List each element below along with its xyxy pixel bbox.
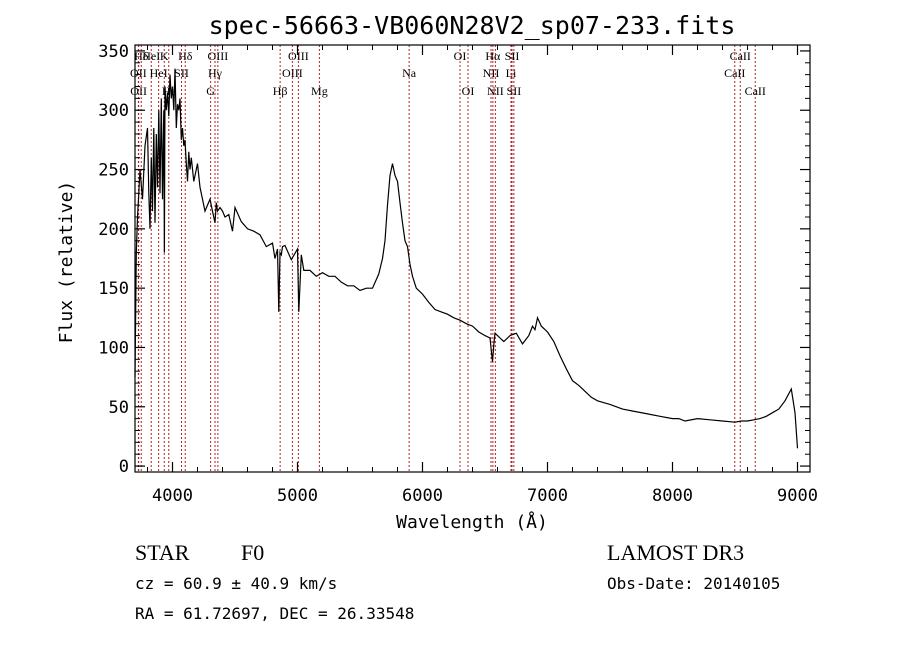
observation-date: Obs-Date: 20140105	[607, 574, 780, 593]
x-tick-label-0: 4000	[152, 486, 193, 506]
emission-line-label-3: Hδ	[178, 49, 193, 63]
emission-line-label-1: HeI	[142, 49, 160, 63]
emission-line-markers	[137, 45, 756, 472]
y-axis-label: Flux (relative)	[56, 181, 77, 344]
emission-line-label-17: Li	[506, 66, 517, 80]
x-tick-label-5: 9000	[777, 486, 818, 506]
emission-line-label-0: Hδ	[134, 49, 149, 63]
emission-line-label-9: CaII	[730, 49, 751, 63]
x-axis-ticks: 4000 5000 6000 7000 8000 9000	[147, 45, 818, 506]
y-tick-label-0: 0	[119, 457, 129, 477]
emission-line-label-12: SII	[174, 66, 189, 80]
emission-line-label-4: OIII	[208, 49, 229, 63]
emission-line-label-23: Mg	[311, 84, 328, 98]
emission-line-label-6: OI	[454, 49, 467, 63]
y-tick-label-3: 150	[98, 279, 129, 299]
redshift-cz: cz = 60.9 ± 40.9 km/s	[135, 574, 337, 593]
x-axis-label: Wavelength (Å)	[396, 511, 548, 533]
emission-line-label-11: HeI	[150, 66, 168, 80]
emission-line-label-27: CaII	[745, 84, 766, 98]
chart-title: spec-56663-VB060N28V2_sp07-233.fits	[209, 11, 736, 40]
x-tick-label-1: 5000	[277, 486, 318, 506]
emission-line-label-15: Na	[402, 66, 417, 80]
emission-line-label-24: OI	[462, 84, 475, 98]
emission-line-label-7: Hα	[485, 49, 501, 63]
emission-line-label-14: OIII	[282, 66, 303, 80]
y-tick-label-5: 250	[98, 161, 129, 181]
x-tick-label-3: 7000	[527, 486, 568, 506]
y-axis-ticks: 0 50 100 150 200 250 300 350	[98, 42, 810, 477]
emission-line-label-25: NII	[487, 84, 504, 98]
emission-line-label-21: G	[206, 84, 215, 98]
y-tick-label-7: 350	[98, 42, 129, 62]
emission-line-label-5: OIII	[288, 49, 309, 63]
y-tick-label-4: 200	[98, 220, 129, 240]
coordinates: RA = 61.72697, DEC = 26.33548	[135, 604, 414, 623]
y-tick-label-6: 300	[98, 101, 129, 121]
y-tick-label-1: 50	[109, 398, 129, 418]
x-tick-label-4: 8000	[652, 486, 693, 506]
emission-line-label-13: Hγ	[208, 66, 223, 80]
spectrum-series-line	[134, 68, 799, 449]
x-tick-label-2: 6000	[402, 486, 443, 506]
object-subclass: F0	[241, 540, 264, 565]
emission-line-label-26: SII	[507, 84, 522, 98]
emission-line-label-22: Hβ	[273, 84, 288, 98]
y-tick-label-2: 100	[98, 338, 129, 358]
emission-line-label-10: OII	[130, 66, 147, 80]
emission-line-label-16: NII	[483, 66, 500, 80]
emission-line-label-8: SII	[505, 49, 520, 63]
survey-name: LAMOST DR3	[607, 540, 744, 565]
object-class: STAR	[135, 540, 190, 565]
emission-line-label-2: K	[160, 49, 169, 63]
emission-line-label-18: CaII	[724, 66, 745, 80]
